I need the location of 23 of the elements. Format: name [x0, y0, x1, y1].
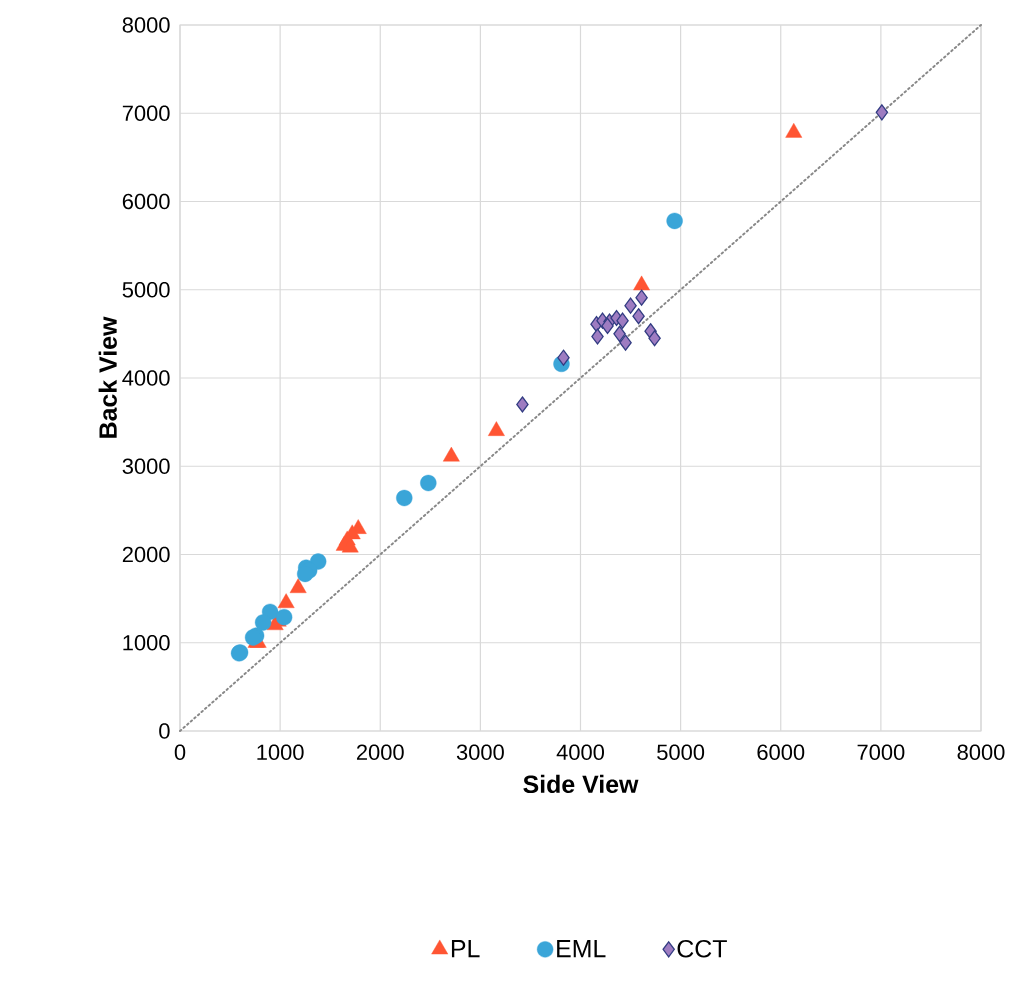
x-tick-label: 4000: [556, 744, 605, 761]
y-tick-label: 2000: [122, 546, 170, 563]
y-tick-label: 6000: [122, 193, 170, 210]
y-tick-label: 0: [159, 723, 170, 739]
y-tick-label: 7000: [122, 105, 170, 122]
x-tick-label: 7000: [857, 744, 905, 761]
y-tick-label: 5000: [122, 281, 170, 298]
legend-label: CCT: [677, 939, 727, 958]
y-tick-label: 1000: [123, 634, 170, 651]
x-tick-label: 1000: [257, 744, 304, 761]
x-tick-label: 0: [174, 744, 186, 761]
x-tick-label: 3000: [456, 744, 504, 761]
y-tick-label: 3000: [122, 458, 170, 475]
x-tick-label: 8000: [957, 744, 1005, 761]
legend-label: EML: [557, 940, 606, 958]
x-tick-label: 2000: [356, 744, 404, 761]
x-tick-label: 6000: [757, 744, 805, 761]
y-axis-title: Back View: [98, 316, 117, 438]
y-tick-label: 8000: [122, 17, 170, 33]
x-axis-title: Side View: [523, 774, 639, 794]
y-tick-label: 4000: [122, 370, 170, 386]
x-tick-label: 5000: [657, 744, 705, 761]
legend-label: PL: [451, 940, 480, 958]
